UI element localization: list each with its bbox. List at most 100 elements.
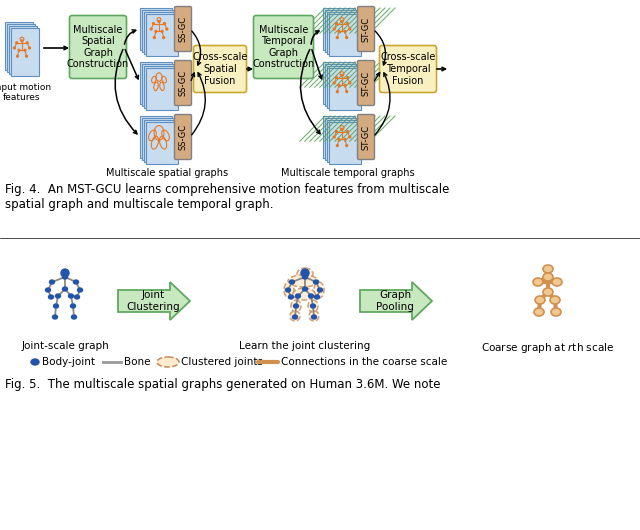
Circle shape xyxy=(346,145,348,146)
Text: Cross-scale
Spatial
Fusion: Cross-scale Spatial Fusion xyxy=(192,52,248,86)
Ellipse shape xyxy=(74,295,79,299)
FancyBboxPatch shape xyxy=(358,6,374,51)
FancyBboxPatch shape xyxy=(380,46,436,93)
Text: Joint-scale graph: Joint-scale graph xyxy=(21,341,109,351)
Ellipse shape xyxy=(310,304,316,308)
Text: Multiscale spatial graphs: Multiscale spatial graphs xyxy=(106,168,228,178)
Circle shape xyxy=(152,23,154,24)
FancyBboxPatch shape xyxy=(323,8,355,50)
Ellipse shape xyxy=(288,275,318,287)
FancyBboxPatch shape xyxy=(144,12,176,54)
Ellipse shape xyxy=(77,288,83,292)
FancyBboxPatch shape xyxy=(142,118,174,160)
FancyBboxPatch shape xyxy=(144,120,176,162)
Circle shape xyxy=(335,130,337,132)
Text: Clustered joints: Clustered joints xyxy=(181,357,263,367)
Circle shape xyxy=(346,77,348,78)
FancyBboxPatch shape xyxy=(175,60,191,105)
Ellipse shape xyxy=(303,287,307,291)
FancyBboxPatch shape xyxy=(325,118,357,160)
Circle shape xyxy=(341,21,343,23)
Circle shape xyxy=(346,91,348,93)
Circle shape xyxy=(26,42,28,43)
Circle shape xyxy=(337,145,339,146)
Circle shape xyxy=(164,23,165,24)
Text: Bone: Bone xyxy=(124,357,150,367)
Ellipse shape xyxy=(289,295,294,299)
Circle shape xyxy=(163,37,164,39)
Ellipse shape xyxy=(533,278,543,286)
Ellipse shape xyxy=(292,315,298,319)
Circle shape xyxy=(335,77,337,78)
Circle shape xyxy=(13,47,15,49)
Text: Joint
Clustering: Joint Clustering xyxy=(126,290,180,312)
Ellipse shape xyxy=(56,294,61,298)
Text: SS-GC: SS-GC xyxy=(179,70,188,96)
Ellipse shape xyxy=(317,288,323,292)
Circle shape xyxy=(26,55,28,57)
Circle shape xyxy=(16,42,18,43)
Circle shape xyxy=(346,23,348,24)
Circle shape xyxy=(301,269,309,277)
FancyBboxPatch shape xyxy=(7,24,35,72)
Ellipse shape xyxy=(157,357,179,367)
Circle shape xyxy=(21,40,23,42)
FancyBboxPatch shape xyxy=(175,114,191,160)
Ellipse shape xyxy=(72,315,77,319)
Ellipse shape xyxy=(52,315,58,319)
Circle shape xyxy=(337,37,339,39)
FancyBboxPatch shape xyxy=(358,114,374,160)
Ellipse shape xyxy=(296,294,301,298)
FancyBboxPatch shape xyxy=(140,8,172,50)
Circle shape xyxy=(18,49,20,51)
Circle shape xyxy=(150,28,152,30)
FancyBboxPatch shape xyxy=(5,22,33,70)
Text: Multiscale
Temporal
Graph
Construction: Multiscale Temporal Graph Construction xyxy=(252,24,315,69)
FancyBboxPatch shape xyxy=(142,64,174,106)
Circle shape xyxy=(335,23,337,24)
FancyBboxPatch shape xyxy=(140,116,172,158)
FancyBboxPatch shape xyxy=(175,6,191,51)
Ellipse shape xyxy=(54,304,58,308)
FancyBboxPatch shape xyxy=(146,122,178,164)
Ellipse shape xyxy=(289,280,294,284)
Text: Fig. 4.  An MST-GCU learns comprehensive motion features from multiscale
spatial: Fig. 4. An MST-GCU learns comprehensive … xyxy=(5,183,449,211)
Ellipse shape xyxy=(543,265,553,273)
Ellipse shape xyxy=(312,315,317,319)
FancyBboxPatch shape xyxy=(325,64,357,106)
Circle shape xyxy=(338,84,340,86)
FancyBboxPatch shape xyxy=(146,68,178,110)
Text: Body-joint: Body-joint xyxy=(42,357,95,367)
Ellipse shape xyxy=(63,275,67,279)
Ellipse shape xyxy=(309,311,319,321)
Circle shape xyxy=(344,30,346,32)
Ellipse shape xyxy=(70,304,76,308)
FancyBboxPatch shape xyxy=(323,62,355,104)
FancyBboxPatch shape xyxy=(9,26,37,74)
Text: Coarse graph at $r$th scale: Coarse graph at $r$th scale xyxy=(481,341,614,355)
FancyBboxPatch shape xyxy=(329,122,361,164)
Ellipse shape xyxy=(293,288,315,300)
Text: Graph
Pooling: Graph Pooling xyxy=(376,290,414,312)
Ellipse shape xyxy=(31,359,39,365)
Circle shape xyxy=(154,37,156,39)
FancyBboxPatch shape xyxy=(327,120,359,162)
Text: ST-GC: ST-GC xyxy=(362,70,371,95)
Circle shape xyxy=(17,55,19,57)
Text: ST-GC: ST-GC xyxy=(362,125,371,149)
Ellipse shape xyxy=(49,295,54,299)
Circle shape xyxy=(158,21,160,23)
Polygon shape xyxy=(118,282,190,320)
FancyBboxPatch shape xyxy=(327,66,359,108)
Polygon shape xyxy=(360,282,432,320)
Ellipse shape xyxy=(297,268,313,280)
FancyBboxPatch shape xyxy=(325,10,357,52)
Text: Multiscale
Spatial
Graph
Construction: Multiscale Spatial Graph Construction xyxy=(67,24,129,69)
Text: SS-GC: SS-GC xyxy=(179,124,188,150)
Ellipse shape xyxy=(291,300,301,312)
Circle shape xyxy=(349,28,351,30)
FancyBboxPatch shape xyxy=(323,116,355,158)
Ellipse shape xyxy=(314,280,319,284)
Ellipse shape xyxy=(308,294,314,298)
FancyBboxPatch shape xyxy=(327,12,359,54)
